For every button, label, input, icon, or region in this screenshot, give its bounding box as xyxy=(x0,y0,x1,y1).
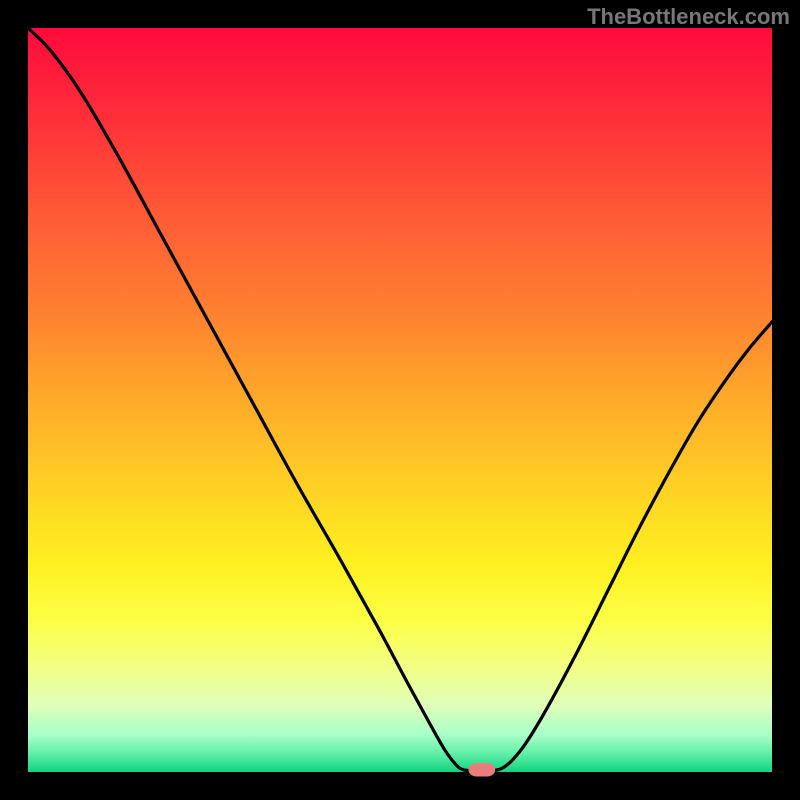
chart-background-gradient xyxy=(28,28,772,772)
watermark-text: TheBottleneck.com xyxy=(587,4,790,30)
optimal-point-marker xyxy=(468,763,495,776)
chart-svg xyxy=(0,0,800,800)
bottleneck-chart: TheBottleneck.com xyxy=(0,0,800,800)
